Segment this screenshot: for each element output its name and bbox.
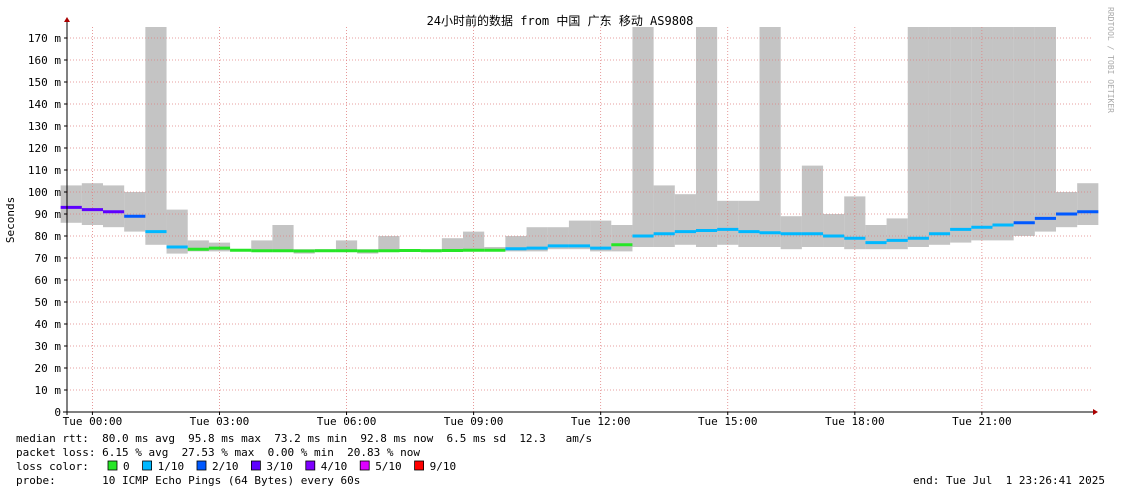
y-tick-label: 60 m [35, 274, 62, 287]
x-tick-label: Tue 09:00 [444, 415, 504, 428]
y-tick-label: 130 m [28, 120, 61, 133]
smoke-band [695, 27, 718, 247]
y-tick-label: 120 m [28, 142, 61, 155]
x-tick-label: Tue 06:00 [317, 415, 377, 428]
smoke-band [674, 194, 696, 245]
legend-swatch [305, 460, 316, 471]
smoke-band [1013, 27, 1035, 236]
legend-swatch [359, 460, 370, 471]
smoke-band [611, 225, 633, 252]
x-tick-label: Tue 18:00 [825, 415, 885, 428]
legend-swatch [414, 460, 425, 471]
legend-swatch [196, 460, 207, 471]
x-tick-label: Tue 00:00 [63, 415, 123, 428]
stats-line: median rtt: 80.0 ms avg 95.8 ms max 73.2… [16, 432, 592, 445]
y-tick-label: 30 m [35, 340, 62, 353]
legend-swatch [142, 460, 153, 471]
y-tick-label: 150 m [28, 76, 61, 89]
y-tick-label: 80 m [35, 230, 62, 243]
smoke-band [1077, 183, 1099, 225]
smoke-band [166, 209, 188, 254]
legend-label: 3/10 [266, 460, 293, 473]
y-axis-label: Seconds [4, 197, 17, 243]
y-tick-label: 110 m [28, 164, 61, 177]
smoke-band [801, 165, 824, 247]
smoke-band [124, 192, 146, 232]
stats-line: packet loss: 6.15 % avg 27.53 % max 0.00… [16, 446, 420, 459]
smoke-band [759, 27, 781, 247]
y-tick-label: 70 m [35, 252, 62, 265]
y-tick-label: 50 m [35, 296, 62, 309]
smoke-band [738, 200, 760, 247]
x-tick-label: Tue 03:00 [190, 415, 250, 428]
y-tick-label: 90 m [35, 208, 62, 221]
chart-title: 24小时前的数据 from 中国 广东 移动 AS9808 [427, 13, 694, 28]
x-tick-label: Tue 15:00 [698, 415, 758, 428]
smoke-band [547, 227, 569, 250]
smoke-band [441, 238, 464, 252]
smoke-band [992, 27, 1014, 241]
smoke-band [1034, 27, 1056, 232]
y-tick-label: 10 m [35, 384, 62, 397]
legend-label: 2/10 [212, 460, 239, 473]
smoke-band [568, 220, 591, 250]
y-tick-label: 0 [54, 406, 61, 419]
legend-swatch [250, 460, 261, 471]
smoke-band [950, 27, 972, 243]
smoke-band [103, 185, 125, 228]
smoke-band [187, 240, 209, 252]
legend-swatch [107, 460, 118, 471]
smoke-band [590, 220, 612, 252]
smoke-band [378, 236, 400, 252]
legend-label: 9/10 [430, 460, 457, 473]
legend-label: 4/10 [321, 460, 348, 473]
side-label: RRDTOOL / TOBI OETIKER [1106, 7, 1115, 113]
smoke-band [928, 27, 951, 245]
y-tick-label: 170 m [28, 32, 61, 45]
end-time: end: Tue Jul 1 23:26:41 2025 [913, 474, 1105, 487]
probe: probe: 10 ICMP Echo Pings (64 Bytes) eve… [16, 474, 360, 487]
legend-label: 0 [123, 460, 130, 473]
loss-title: loss color: [16, 460, 89, 473]
smoke-band [463, 231, 485, 252]
smoke-band [1055, 192, 1078, 228]
smoke-band [526, 227, 548, 252]
smoke-band [335, 240, 358, 252]
x-tick-label: Tue 12:00 [571, 415, 631, 428]
y-tick-label: 140 m [28, 98, 61, 111]
smoke-band [60, 185, 82, 223]
smoke-band [886, 218, 908, 250]
smoke-band [251, 240, 273, 252]
smoke-band [145, 27, 167, 245]
y-tick-label: 20 m [35, 362, 62, 375]
legend-label: 1/10 [158, 460, 185, 473]
axis-arrow [64, 17, 70, 22]
smoke-band [272, 225, 294, 252]
smoke-band [865, 225, 887, 250]
axis-arrow [1093, 409, 1098, 415]
legend-label: 5/10 [375, 460, 402, 473]
smoke-band [653, 185, 675, 247]
smoke-band [823, 214, 845, 247]
y-tick-label: 160 m [28, 54, 61, 67]
x-tick-label: Tue 21:00 [952, 415, 1012, 428]
smoke-band [971, 27, 993, 241]
y-tick-label: 100 m [28, 186, 61, 199]
y-tick-label: 40 m [35, 318, 62, 331]
